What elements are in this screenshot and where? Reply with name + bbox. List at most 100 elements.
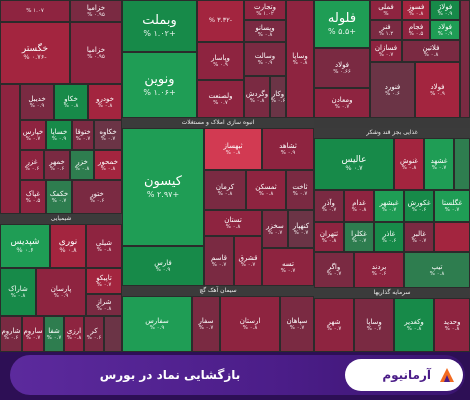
treemap-tile[interactable]: خمهر% ۰.۶ [44,150,70,180]
treemap-tile[interactable]: بردند% ۰.۶ [354,252,404,288]
treemap-tile[interactable]: % ۳.۳۲- [197,0,244,42]
treemap-tile[interactable]: ثتهران% ۰.۸ [314,222,344,252]
treemap-tile[interactable]: شپدیس% ۰.۶ [0,224,50,268]
treemap-tile[interactable]: کر% ۰.۶ [84,316,104,352]
treemap-tile[interactable]: خکمک% ۰.۷ [46,180,72,214]
treemap-tile[interactable]: غدام% ۰.۸ [344,190,374,222]
treemap-tile[interactable] [434,222,470,252]
treemap-tile[interactable]: نوری% ۰.۸ [50,224,86,268]
treemap-tile[interactable]: غبشهر% ۰.۷ [374,190,404,222]
treemap-tile[interactable]: وپاسار% ۰.۹ [197,42,244,80]
treemap-tile[interactable]: وکار% ۰.۶ [270,76,286,118]
treemap-tile[interactable]: غپاک% ۰.۵ [20,180,46,214]
treemap-tile[interactable] [460,0,470,118]
treemap-tile[interactable]: وآذر% ۰.۷ [314,190,344,222]
treemap-tile[interactable]: واگر% ۰.۷ [314,252,354,288]
treemap-tile[interactable]: خزامیا% ۰.۹۵ [70,0,122,22]
treemap-tile[interactable]: فسوز% ۰.۸ [402,0,430,20]
treemap-tile[interactable]: فجام% ۰.۵ [402,20,430,40]
treemap-tile[interactable]: غالبر% ۰.۷ [404,222,434,252]
treemap-tile[interactable]: وگردش% ۰.۸ [244,76,270,118]
treemap-tile[interactable]: ساروم% ۰.۷ [22,316,44,352]
treemap-tile[interactable]: خکاو% ۰.۸ [54,84,88,120]
treemap-tile[interactable]: غاذر% ۰.۶ [374,222,404,252]
treemap-tile[interactable]: فلوله% ۵.۵+ [314,0,370,48]
treemap-tile[interactable]: ختور% ۰.۶ [72,180,122,214]
sector-label: سیمان آهک گچ [122,286,314,296]
treemap-tile[interactable]: غنوش% ۰.۸ [394,138,424,190]
armanium-logo-icon [440,368,454,382]
treemap-tile[interactable]: سپاهان% ۰.۷ [280,296,314,352]
treemap-tile[interactable]: وساپا% ۰.۸ [286,0,314,118]
treemap-tile[interactable]: % ۱.۰۷ [0,0,70,22]
treemap-tile[interactable]: ثبهساز% ۰.۸ [204,128,262,170]
treemap-tile[interactable]: وتجارت% ۱.۰۲ [244,0,286,20]
treemap-tile[interactable]: سخزر% ۰.۷ [262,210,288,248]
treemap-tile[interactable]: وسالت% ۰.۹ [244,42,286,76]
treemap-tile[interactable]: فارس% ۰.۹ [122,246,204,286]
treemap-tile[interactable]: وحدید% ۰.۸ [434,298,470,352]
treemap-tile[interactable]: ولصنعت% ۰.۷ [197,80,244,118]
treemap-tile[interactable]: خساپا% ۰.۹ [46,120,72,150]
banner-caption: بازگشایی نماد در بورس [99,368,241,382]
treemap-tile[interactable]: شفا% ۰.۷ [44,316,64,352]
treemap-tile[interactable]: غشهد% ۰.۷ [424,138,454,190]
treemap-tile[interactable]: ومعادن% ۰.۷ [314,88,370,118]
treemap-tile[interactable]: تسه% ۰.۷ [262,248,314,286]
treemap-tile[interactable]: غگلستا% ۰.۷ [434,190,470,222]
treemap-tile[interactable]: ثشاهد% ۰.۹ [262,128,314,170]
treemap-tile[interactable]: ثاخت% ۰.۷ [286,170,314,210]
treemap-tile[interactable]: کرمان% ۰.۸ [204,170,246,210]
treemap-tile[interactable]: تاپیکو% ۰.۷ [86,268,122,294]
treemap-tile[interactable]: ختوقا% ۰.۷ [72,120,94,150]
treemap-tile[interactable]: خزامیا% ۰.۹۵ [70,22,122,84]
treemap-tile[interactable]: شیلی% ۰.۸ [86,224,122,268]
treemap-tile[interactable]: فسازان% ۰.۷ [370,40,402,62]
treemap-tile[interactable]: خودرو% ۰.۸ [88,84,122,120]
treemap-tile[interactable]: تستان% ۰.۸ [204,210,262,236]
treemap-tile[interactable]: کیسون% ۲.۹۷+ [122,128,204,246]
treemap-tile[interactable]: قاسم% ۰.۷ [204,236,234,286]
treemap-tile[interactable]: ارستان% ۰.۸ [220,296,280,352]
treemap-tile[interactable]: وساپا% ۰.۷ [354,298,394,352]
treemap-tile[interactable]: عالیس% ۰.۷ [314,138,394,190]
treemap-tile[interactable] [104,316,122,352]
treemap-tile[interactable]: خمحور% ۰.۸ [94,150,122,180]
treemap-tile[interactable]: غکورش% ۰.۶ [404,190,434,222]
treemap-tile[interactable]: شاروم% ۰.۶ [0,316,22,352]
treemap-tile[interactable]: فولاد% ۰.۶۶ [314,48,370,88]
treemap-tile[interactable]: وبملت% ۱.۰۲+ [122,0,197,52]
treemap-tile[interactable]: فملی% [370,0,402,20]
treemap-tile[interactable]: خکاوه% ۰.۷ [94,120,122,150]
treemap-tile[interactable]: غکلرا% ۰.۷ [344,222,374,252]
treemap-tile[interactable]: شهر% ۰.۷ [314,298,354,352]
treemap-tile[interactable]: خزر% ۰.۸ [70,150,94,180]
treemap-tile[interactable]: قشرق% ۰.۷ [234,236,262,286]
treemap-tile[interactable]: ونوین% ۱.۰۶+ [122,52,197,118]
treemap-tile[interactable]: وکغدیر% ۰.۸ [394,298,434,352]
treemap-tile[interactable]: فنورد% ۰.۶ [370,62,415,118]
treemap-tile[interactable]: ارزی% ۰.۸ [64,316,84,352]
treemap-tile[interactable]: فولاژ% ۰.۹ [430,0,460,20]
treemap-tile[interactable]: پارسان% ۰.۹ [36,268,86,316]
brand-name: آرمانیوم [382,368,431,382]
treemap-tile[interactable]: خدیبل% ۰.۹ [20,84,54,120]
treemap-tile[interactable]: فولاد% ۰.۹ [430,20,460,40]
treemap-tile[interactable]: وپسانو% ۰.۸ [244,20,286,42]
treemap-tile[interactable]: شاراک% ۰.۸ [0,268,36,316]
brand-logo[interactable]: آرمانیوم [345,359,463,391]
treemap-tile[interactable] [0,84,20,214]
treemap-tile[interactable]: فنر% ۱.۲ [370,20,402,40]
treemap-tile[interactable]: فلاتین% ۰.۸ [402,40,460,62]
treemap-tile[interactable]: تیپ% ۰.۸ [404,252,470,288]
treemap-tile[interactable]: ثمسکن% ۰.۸ [246,170,286,210]
treemap-tile[interactable]: سفار% ۰.۷ [192,296,220,352]
treemap-tile[interactable]: سفارس% ۰.۹ [122,296,192,352]
treemap-tile[interactable]: خپارس% ۰.۷ [20,120,46,150]
treemap-tile[interactable]: کنهپار% ۰.۷ [288,210,314,248]
treemap-tile[interactable]: شراز% ۰.۸ [86,294,122,316]
treemap-tile[interactable]: فولاد% ۰.۹ [415,62,460,118]
treemap-tile[interactable] [454,138,470,190]
treemap-tile[interactable]: خگستر% ۰.۷۶- [0,22,70,84]
treemap-tile[interactable]: غزر% ۰.۶ [20,150,44,180]
